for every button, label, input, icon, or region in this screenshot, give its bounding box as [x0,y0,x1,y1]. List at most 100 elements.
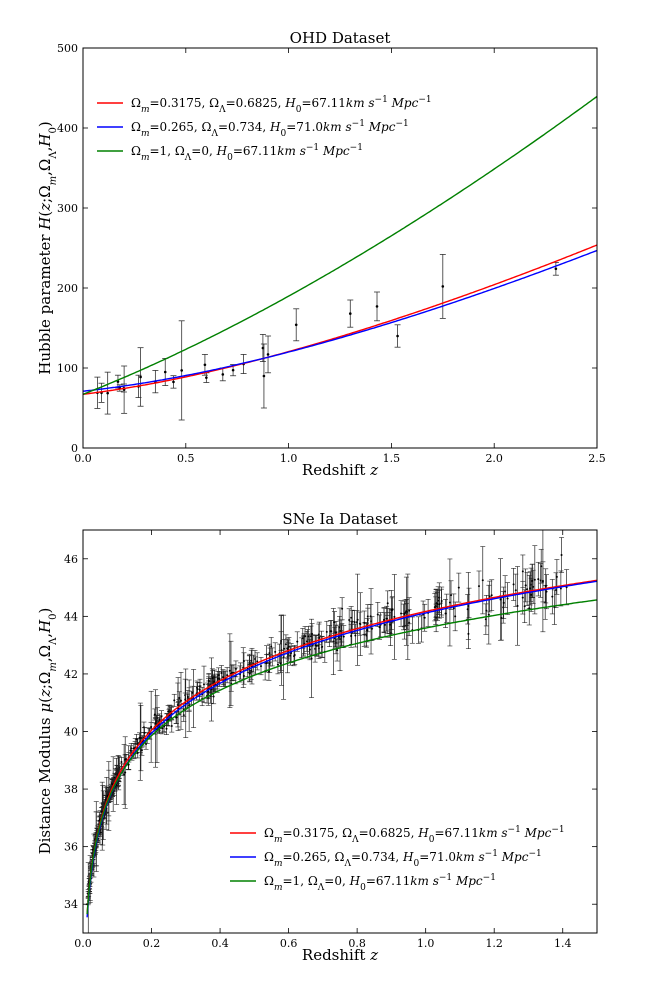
marker [423,616,426,619]
plot-content [83,95,597,421]
marker [481,579,484,582]
marker [287,645,290,648]
y-tick-label: 100 [57,362,78,375]
marker [138,736,141,739]
marker [260,665,263,668]
marker [477,585,480,588]
marker [143,731,146,734]
data-point [333,621,339,644]
marker [196,688,199,691]
marker [179,699,182,702]
data-point [341,625,347,648]
data-point [465,618,471,649]
data-point [434,589,440,619]
marker [533,578,536,581]
legend-item: Ωm=0.3175, ΩΛ=0.6825, H0=67.11km s−1 Mpc… [97,95,432,115]
data-point [515,566,521,646]
marker [221,373,225,376]
marker [111,783,114,786]
marker [309,635,312,638]
marker [170,725,173,728]
data-point [334,638,340,662]
data-point [223,670,229,687]
marker [265,662,268,665]
marker [163,370,167,374]
marker [242,659,245,662]
data-point [368,603,374,629]
data-point [385,590,391,616]
data-point [480,546,486,615]
marker [234,667,237,670]
data-point [137,347,144,407]
marker [120,760,123,763]
marker [294,323,298,327]
x-tick-label: 0.8 [348,937,366,950]
data-point [178,672,184,730]
data-point [227,633,233,708]
y-tick-label: 400 [57,122,78,135]
marker [311,632,314,635]
data-point [549,579,555,615]
marker [211,677,214,680]
marker [506,597,509,600]
legend-label: Ωm=1, ΩΛ=0, H0=67.11km s−1 Mpc−1 [131,143,363,163]
data-point [524,572,530,606]
marker [396,334,399,338]
series-line-1 [86,579,597,914]
marker [268,652,271,655]
plot-content [85,530,597,933]
marker [283,647,286,650]
legend-item: Ωm=1, ΩΛ=0, H0=67.11km s−1 Mpc−1 [230,873,496,893]
marker [490,594,493,597]
marker [433,606,436,609]
data-point [355,573,361,666]
marker [440,600,443,603]
marker [383,618,386,621]
ohd-chart: OHD Dataset 0.0 0.5 1.0 1.5 2.0 2.5 0 100 200 300… [36,29,606,479]
plot-frame [82,529,598,934]
marker [172,380,175,384]
x-tick-label: 0.4 [211,937,229,950]
data-point [476,570,482,602]
data-point [552,261,559,276]
data-point [266,662,272,681]
data-point [401,600,407,628]
series-line-1 [83,244,597,395]
data-point [398,600,404,627]
marker [339,630,342,633]
marker [348,619,351,622]
data-point [448,580,454,610]
marker [266,353,270,356]
marker [502,601,505,604]
data-point [487,580,493,613]
y-tick-label: 38 [64,783,78,796]
marker [467,632,470,635]
y-tick-label: 200 [57,282,78,295]
marker [325,630,328,633]
marker [203,363,207,367]
data-point [439,253,446,319]
plot-frame [82,47,598,449]
marker [516,604,519,607]
data-point [544,574,550,610]
plot-area: 0.0 0.5 1.0 1.5 2.0 2.5 0 100 200 300 400 500 [57,42,606,465]
legend-item: Ωm=1, ΩΛ=0, H0=67.11km s−1 Mpc−1 [97,143,363,163]
data-point [98,828,104,837]
marker [213,680,216,683]
marker [342,635,345,638]
x-tick-label: 2.0 [485,452,503,465]
marker [220,672,223,675]
marker [91,848,94,851]
marker [530,593,533,596]
data-point [456,572,462,603]
marker [521,596,524,599]
marker [365,634,368,637]
data-point [152,708,158,721]
marker [304,635,307,638]
data-point [498,558,504,641]
data-point [422,603,428,632]
marker [436,602,439,605]
x-tick-label: 0.0 [74,452,92,465]
legend: Ωm=0.3175, ΩΛ=0.6825, H0=67.11km s−1 Mpc… [230,825,565,893]
